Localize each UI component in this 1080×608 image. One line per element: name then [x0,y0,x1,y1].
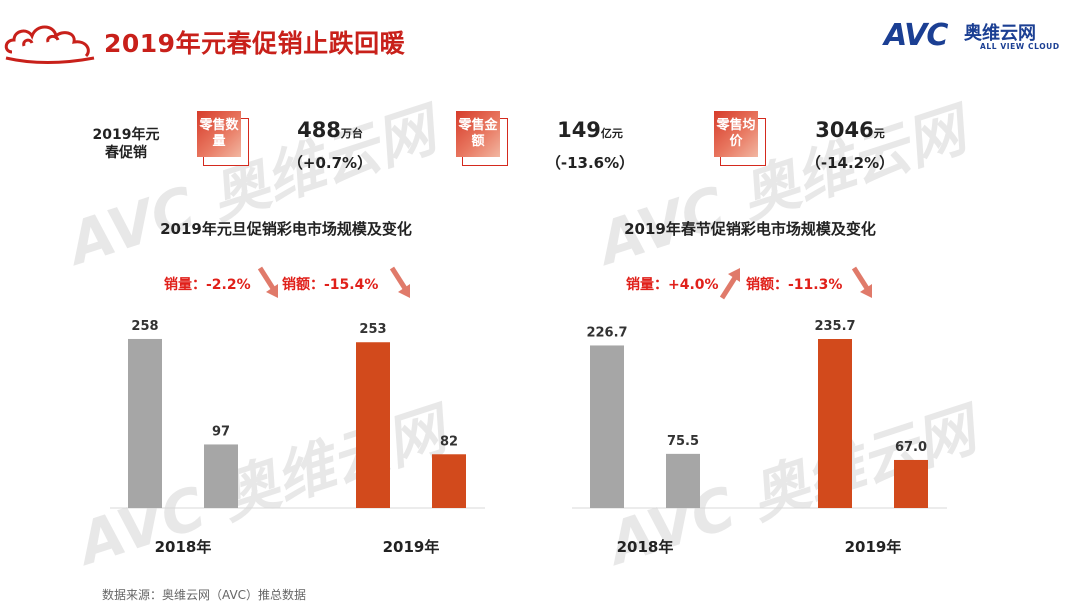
bar-销额-2018年 [666,453,700,508]
annotation-volume-change: 销量：-2.2% [164,277,251,293]
cloud-ornament-icon [4,25,95,64]
bar-销额-2019年 [894,459,928,508]
chart-title-spring-festival: 2019年春节促销彩电市场规模及变化 [624,220,876,238]
data-source-note: 数据来源：奥维云网（AVC）推总数据 [102,588,307,602]
page-title: 2019年元春促销止跌回暖 [104,29,406,58]
annotation-volume-change: 销量：+4.0% [626,277,719,293]
watermark: AVC 奥维云网 [590,95,974,278]
bar-销量-2019年 [356,342,390,508]
kpi-price-badge: 零售均价 [714,111,766,166]
data-label: 253 [359,322,386,337]
x-tick-label: 2019年 [845,538,902,556]
kpi-price-value: 3046元 [815,118,885,142]
logo-chinese-name: 奥维云网 [964,23,1036,44]
arrow-down-icon [257,266,278,298]
x-tick-label: 2019年 [383,538,440,556]
bar-销额-2018年 [204,444,238,508]
bar-chart-new-year: 258 97 2018年 253 82 2019年 [110,319,485,556]
annotation-amount-change: 销额：-11.3% [746,277,843,293]
x-tick-label: 2018年 [617,538,674,556]
kpi-price-change: （-14.2%） [805,154,895,172]
data-label: 226.7 [586,325,627,340]
kpi-period-label: 2019年元春促销 [92,127,160,161]
kpi-quantity-change: （+0.7%） [287,154,373,172]
annotation-amount-change: 销额：-15.4% [282,277,379,293]
kpi-quantity-badge: 零售数量 [197,111,249,166]
chart-title-new-year: 2019年元旦促销彩电市场规模及变化 [160,220,412,238]
arrow-down-icon [851,266,872,298]
bar-销量-2019年 [818,339,852,508]
kpi-amount-change: （-13.6%） [545,154,635,172]
kpi-quantity-value: 488万台 [297,118,363,142]
data-label: 258 [131,319,158,334]
logo-english-name: ALL VIEW CLOUD [980,42,1060,51]
data-label: 82 [440,434,458,449]
data-label: 235.7 [814,319,855,334]
avc-logo: AVC [884,18,948,53]
kpi-amount-value: 149亿元 [557,118,623,142]
arrow-down-icon [389,266,410,298]
bar-销额-2019年 [432,454,466,508]
bar-销量-2018年 [590,345,624,508]
data-label: 75.5 [667,434,699,449]
watermark: AVC 奥维云网 [60,95,444,278]
data-label: 97 [212,424,230,439]
data-label: 67.0 [895,440,927,455]
arrow-up-icon [719,268,740,300]
bar-chart-spring-festival: 226.7 75.5 2018年 235.7 67.0 2019年 [572,319,947,556]
x-tick-label: 2018年 [155,538,212,556]
kpi-amount-badge: 零售金额 [456,111,508,166]
bar-销量-2018年 [128,338,162,508]
